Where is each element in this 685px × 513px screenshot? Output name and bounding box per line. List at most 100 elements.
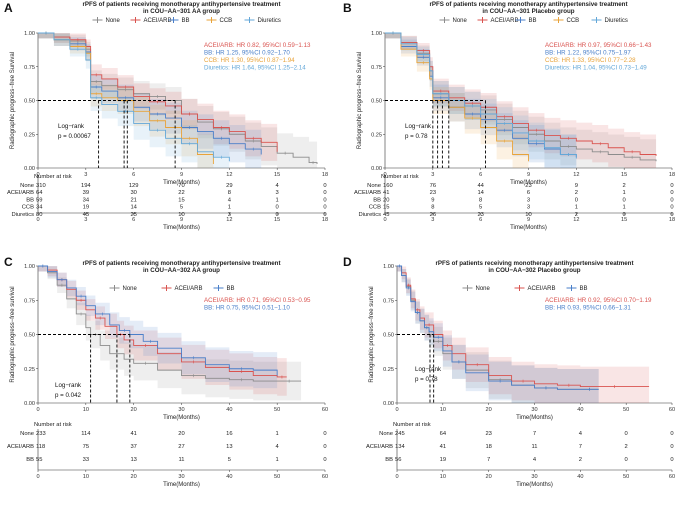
risk-tick-label: 18 xyxy=(669,217,675,223)
chart-subtitle: in COU−AA−302 AA group xyxy=(143,267,220,274)
risk-tick-label: 0 xyxy=(383,217,386,223)
ci-band-acei-arb xyxy=(38,266,287,396)
risk-x-label: Time(Months) xyxy=(163,225,200,231)
legend-label: BB xyxy=(182,18,190,24)
risk-value: 134 xyxy=(395,444,405,450)
risk-x-label: Time(Months) xyxy=(510,225,547,231)
legend-label: BB xyxy=(580,286,588,292)
risk-value: 7 xyxy=(579,444,582,450)
risk-value: 80 xyxy=(36,212,42,218)
risk-value: 3 xyxy=(527,205,530,211)
risk-tick-label: 0 xyxy=(36,217,39,223)
risk-value: 20 xyxy=(383,197,389,203)
risk-row-label: None xyxy=(379,431,393,437)
x-tick-label: 3 xyxy=(84,172,87,178)
hr-annotation: BB: HR 0.93, 95%CI 0.66−1.31 xyxy=(545,305,631,312)
risk-value: 29 xyxy=(226,183,232,189)
risk-tick-label: 18 xyxy=(322,217,328,223)
risk-tick-label: 10 xyxy=(440,474,446,480)
risk-value: 19 xyxy=(440,457,446,463)
risk-tick-label: 10 xyxy=(83,474,89,480)
risk-value: 59 xyxy=(36,197,42,203)
y-tick-label: 0.00 xyxy=(24,166,35,172)
risk-value: 13 xyxy=(226,444,232,450)
risk-tick-label: 12 xyxy=(573,217,579,223)
risk-value: 0 xyxy=(670,457,673,463)
ci-band-none xyxy=(397,266,599,403)
risk-row-label: BB xyxy=(26,197,34,203)
risk-value: 194 xyxy=(81,183,91,189)
hr-annotation: BB: HR 1.25, 95%CI 0.92−1.70 xyxy=(204,50,290,57)
x-tick-label: 18 xyxy=(669,172,675,178)
risk-value: 2 xyxy=(625,444,628,450)
risk-value: 41 xyxy=(130,431,136,437)
risk-tick-label: 20 xyxy=(486,474,492,480)
risk-value: 0 xyxy=(323,457,326,463)
ci-band-acei-arb xyxy=(397,266,650,403)
hr-annotation: BB: HR 0.75, 95%CI 0.51−1.10 xyxy=(204,305,290,312)
risk-value: 21 xyxy=(130,197,136,203)
km-curve-diuretics xyxy=(385,32,577,159)
x-tick-label: 6 xyxy=(132,172,135,178)
risk-value: 27 xyxy=(178,444,184,450)
x-tick-label: 60 xyxy=(669,407,675,413)
risk-value: 23 xyxy=(430,190,436,196)
legend: None ACEI/ARB BB CCB Diuretics xyxy=(92,17,281,24)
risk-value: 55 xyxy=(36,457,42,463)
risk-tick-label: 6 xyxy=(132,217,135,223)
risk-value: 34 xyxy=(36,205,43,211)
x-tick-label: 40 xyxy=(577,407,583,413)
ci-band-bb xyxy=(397,266,599,403)
risk-value: 64 xyxy=(36,190,43,196)
ci-band-acei-arb xyxy=(385,33,657,168)
legend: None ACEI/ARB BB xyxy=(462,285,588,292)
risk-value: 9 xyxy=(575,183,578,189)
y-tick-label: 0.00 xyxy=(383,401,394,407)
risk-value: 0 xyxy=(625,457,628,463)
risk-tick-label: 6 xyxy=(479,217,482,223)
logrank-p: p = 0.78 xyxy=(415,376,438,383)
risk-value: 19 xyxy=(83,205,89,211)
legend-label: BB xyxy=(227,286,235,292)
panel-letter: B xyxy=(343,1,352,15)
risk-value: 18 xyxy=(485,444,491,450)
risk-row-label: BB xyxy=(373,197,381,203)
risk-value: 2 xyxy=(579,457,582,463)
logrank-label: Log−rank xyxy=(55,382,82,389)
risk-tick-label: 0 xyxy=(395,474,398,480)
logrank-label: Log−rank xyxy=(415,366,442,373)
logrank-label: Log−rank xyxy=(58,123,85,130)
y-axis-label: Radiographic progress−free Survival xyxy=(357,52,363,149)
risk-tick-label: 3 xyxy=(431,217,434,223)
y-tick-label: 0.75 xyxy=(24,298,35,304)
risk-value: 30 xyxy=(130,190,136,196)
risk-value: 160 xyxy=(383,183,393,189)
risk-value: 4 xyxy=(533,457,537,463)
chart-title: rPFS of patients receiving monotherapy a… xyxy=(82,1,280,8)
risk-value: 45 xyxy=(383,212,389,218)
risk-value: 0 xyxy=(323,183,326,189)
x-axis-label: Time(Months) xyxy=(163,180,200,186)
risk-value: 1 xyxy=(623,205,626,211)
km-curve-bb xyxy=(38,32,262,155)
x-tick-label: 12 xyxy=(226,172,232,178)
risk-title: Number at risk xyxy=(381,174,419,180)
risk-row-label: Diuretics xyxy=(358,212,381,218)
risk-value: 22 xyxy=(178,190,184,196)
y-tick-label: 0.25 xyxy=(24,132,35,138)
y-tick-label: 1.00 xyxy=(383,264,394,270)
risk-value: 0 xyxy=(323,197,326,203)
risk-row-label: ACEI/ARB xyxy=(7,190,34,196)
risk-tick-label: 30 xyxy=(531,474,537,480)
risk-value: 44 xyxy=(477,183,484,189)
risk-value: 5 xyxy=(228,457,231,463)
risk-value: 8 xyxy=(431,205,434,211)
hr-annotation: ACEI/ARB: HR 0.82, 95%CI 0.59−1.13 xyxy=(204,42,311,49)
risk-value: 0 xyxy=(670,197,673,203)
hr-annotation: CCB: HR 1.33, 95%CI 0.77−2.28 xyxy=(545,57,636,64)
risk-value: 15 xyxy=(178,197,184,203)
risk-value: 310 xyxy=(36,183,46,189)
